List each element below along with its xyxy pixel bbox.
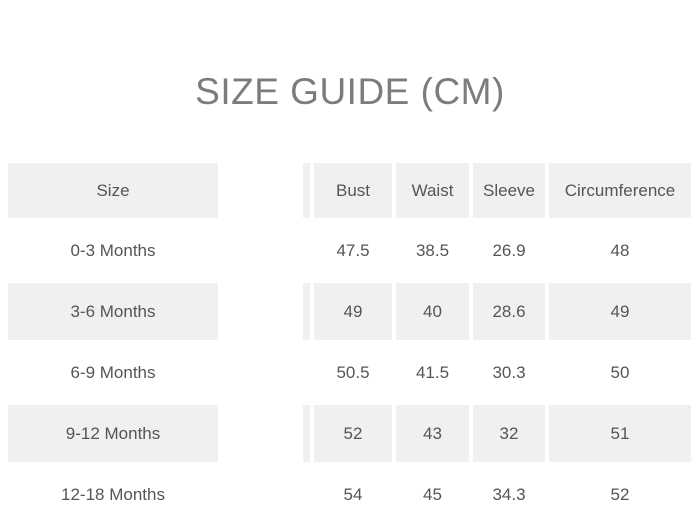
sleeve-cell: 26.9: [492, 240, 526, 260]
waist-cell: 41.5: [415, 362, 450, 382]
table-row: 49 40 28.6 49: [303, 283, 691, 340]
waist-cell: 45: [423, 484, 442, 504]
spacer-cell: [303, 466, 310, 514]
table-row: 9-12 Months: [8, 405, 218, 462]
sleeve-cell: 32: [473, 405, 545, 462]
size-cell: 6-9 Months: [70, 362, 156, 382]
table-row: 0-3 Months: [8, 222, 218, 279]
waist-column-header: Waist: [396, 163, 469, 218]
waist-cell: 38.5: [415, 240, 450, 260]
spacer-cell: [303, 344, 310, 401]
spacer-cell: [303, 163, 310, 218]
size-column-header: Size: [8, 163, 218, 218]
table-header-row: Size: [8, 163, 218, 218]
table-row: 12-18 Months: [8, 466, 218, 514]
size-cell: 0-3 Months: [70, 240, 156, 260]
spacer-cell: [303, 222, 310, 279]
circumference-cell: 48: [610, 240, 630, 260]
sleeve-cell: 34.3: [492, 484, 526, 504]
bust-cell: 47.5: [336, 240, 370, 260]
sleeve-column-header: Sleeve: [473, 163, 545, 218]
circumference-cell: 51: [549, 405, 691, 462]
circumference-cell: 50: [610, 362, 630, 382]
bust-cell: 50.5: [336, 362, 370, 382]
size-cell: 3-6 Months: [8, 283, 218, 340]
table-header-row: Bust Waist Sleeve Circumference: [303, 163, 691, 218]
waist-cell: 40: [396, 283, 469, 340]
circumference-cell: 49: [549, 283, 691, 340]
table-row: 50.5 41.5 30.3 50: [303, 344, 691, 401]
sleeve-cell: 28.6: [473, 283, 545, 340]
table-row: 6-9 Months: [8, 344, 218, 401]
table-row: 52 43 32 51: [303, 405, 691, 462]
circumference-column-header: Circumference: [549, 163, 691, 218]
size-column-table: Size 0-3 Months 3-6 Months 6-9 Months 9-…: [4, 159, 222, 514]
waist-cell: 43: [396, 405, 469, 462]
sleeve-cell: 30.3: [492, 362, 526, 382]
size-cell: 12-18 Months: [61, 484, 165, 504]
table-row: 47.5 38.5 26.9 48: [303, 222, 691, 279]
table-row: 54 45 34.3 52: [303, 466, 691, 514]
table-row: 3-6 Months: [8, 283, 218, 340]
bust-cell: 49: [314, 283, 392, 340]
size-cell: 9-12 Months: [8, 405, 218, 462]
measurements-table: Bust Waist Sleeve Circumference 47.5 38.…: [299, 159, 695, 514]
bust-cell: 54: [343, 484, 363, 504]
page-title: SIZE GUIDE (CM): [195, 71, 505, 112]
spacer-cell: [303, 283, 310, 340]
spacer-cell: [303, 405, 310, 462]
bust-cell: 52: [314, 405, 392, 462]
bust-column-header: Bust: [314, 163, 392, 218]
circumference-cell: 52: [610, 484, 630, 504]
